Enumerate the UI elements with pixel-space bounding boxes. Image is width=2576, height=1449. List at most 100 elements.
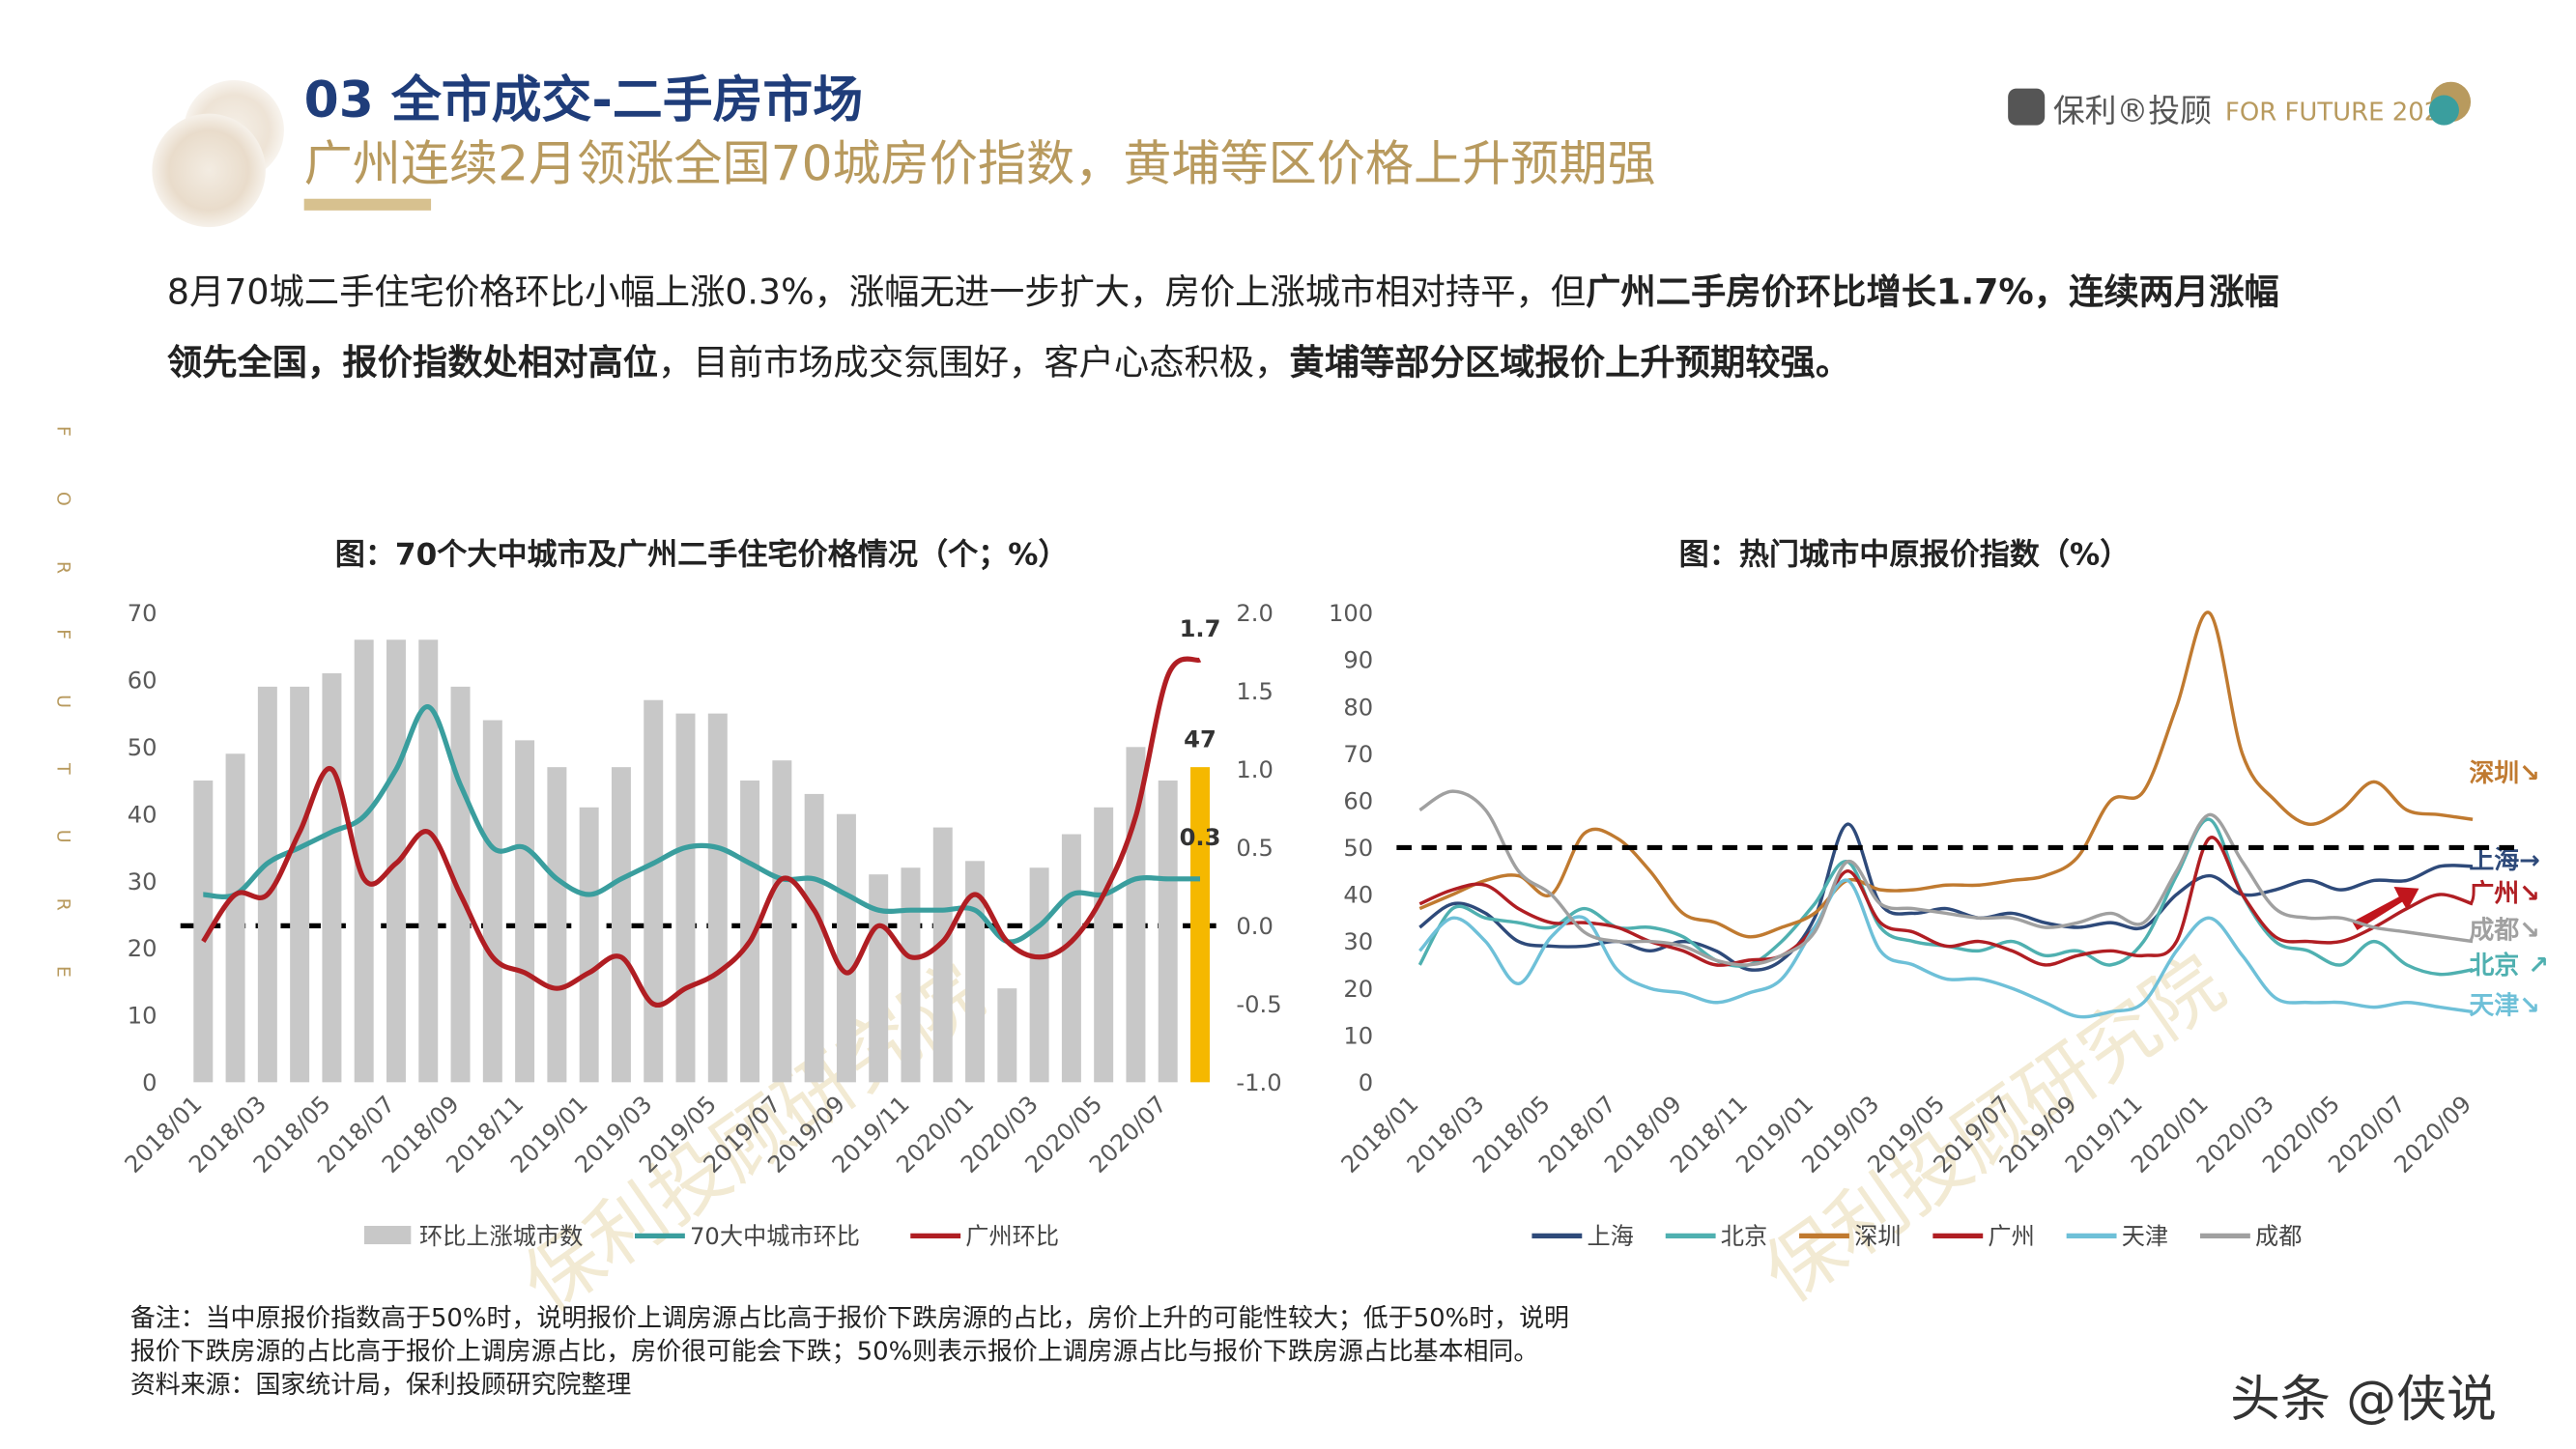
y-tick-label: 70 xyxy=(128,600,157,627)
bar xyxy=(290,686,310,1083)
bar xyxy=(515,740,535,1083)
title-underline xyxy=(303,198,432,211)
y-tick-label: 80 xyxy=(1343,694,1373,721)
end-label: 上海→ xyxy=(2469,846,2540,875)
summary-segment: 广州二手房价环比增长1.7%，连续两月涨幅 xyxy=(1586,271,2279,313)
y-tick-label: 10 xyxy=(128,1003,157,1030)
end-label: 天津↘ xyxy=(2469,991,2540,1020)
y-tick-label: 100 xyxy=(1329,600,1373,627)
y-tick-label: 50 xyxy=(128,734,157,761)
y2-tick-label: 2.0 xyxy=(1236,600,1273,627)
bar xyxy=(644,699,664,1083)
legend-label: 天津 xyxy=(2122,1223,2168,1250)
note: 备注：当中原报价指数高于50%时，说明报价上调房源占比高于报价下跌房源的占比，房… xyxy=(130,1304,1569,1333)
title: 03 全市成交-二手房市场 xyxy=(304,71,863,129)
decor-circle xyxy=(152,113,266,228)
summary-segment: 黄埔等部分区域报价上升预期较强。 xyxy=(1289,341,1850,383)
bar xyxy=(997,988,1017,1083)
data-label: 1.7 xyxy=(1180,615,1221,642)
y-tick-label: 90 xyxy=(1343,647,1373,674)
y-tick-label: 40 xyxy=(128,801,157,828)
end-label: 广州↘ xyxy=(2469,880,2540,909)
end-label: 北京 ↗ xyxy=(2469,951,2549,980)
side-text: FORFUTURE xyxy=(53,426,74,1033)
y-tick-label: 0 xyxy=(1359,1069,1373,1096)
bar xyxy=(901,867,921,1083)
bar xyxy=(418,639,439,1083)
series-line xyxy=(201,656,1202,1009)
bar xyxy=(932,827,953,1083)
slogan: FOR FUTURE 2020 xyxy=(2225,98,2456,127)
bar xyxy=(579,807,599,1083)
series-line xyxy=(1418,611,2474,939)
logo-dot xyxy=(2428,95,2459,126)
bar xyxy=(322,672,342,1083)
y-tick-label: 70 xyxy=(1343,741,1373,768)
end-label: 成都↘ xyxy=(2469,917,2540,946)
series-line xyxy=(1418,878,2474,1019)
bar xyxy=(1094,807,1114,1083)
data-label: 0.3 xyxy=(1180,824,1221,851)
data-label: 47 xyxy=(1184,725,1216,753)
legend-label: 深圳 xyxy=(1854,1223,1901,1250)
legend-label: 上海 xyxy=(1587,1223,1633,1250)
legend-label: 广州 xyxy=(1988,1223,2034,1250)
series-line xyxy=(1418,836,2474,967)
bar xyxy=(707,713,728,1083)
bar xyxy=(1029,867,1049,1083)
chart-title: 图：70个大中城市及广州二手住宅价格情况（个；%） xyxy=(335,537,1069,572)
bar xyxy=(675,713,696,1083)
logo: 保利®投顾 xyxy=(2053,93,2212,129)
bar xyxy=(836,813,856,1083)
bar xyxy=(1190,767,1211,1083)
bar xyxy=(1158,781,1178,1083)
y-tick-label: 20 xyxy=(1343,976,1373,1003)
legend-label: 70大中城市环比 xyxy=(690,1223,860,1250)
y-tick-label: 50 xyxy=(1343,835,1373,862)
bar xyxy=(804,793,824,1083)
footer: 头条 @侠说 xyxy=(2230,1371,2497,1429)
y-tick-label: 30 xyxy=(128,868,157,895)
trend-arrow xyxy=(2352,887,2419,931)
bar xyxy=(257,686,277,1083)
bar xyxy=(193,781,214,1083)
y2-tick-label: 0.0 xyxy=(1236,913,1273,940)
y-tick-label: 60 xyxy=(1343,787,1373,814)
bar xyxy=(547,767,567,1083)
y2-tick-label: -1.0 xyxy=(1236,1069,1281,1096)
y-tick-label: 40 xyxy=(1343,882,1373,909)
summary-segment: 8月70城二手住宅价格环比小幅上涨0.3%，涨幅无进一步扩大，房价上涨城市相对持… xyxy=(167,271,1586,313)
subtitle: 广州连续2月领涨全国70城房价指数，黄埔等区价格上升预期强 xyxy=(304,135,1656,192)
summary-segment: ，目前市场成交氛围好，客户心态积极， xyxy=(658,341,1289,383)
bar xyxy=(740,781,760,1083)
bar xyxy=(1061,834,1081,1083)
bar xyxy=(482,720,502,1083)
legend-label: 环比上涨城市数 xyxy=(419,1223,583,1250)
y2-tick-label: 1.5 xyxy=(1236,678,1273,705)
chart-title: 图：热门城市中原报价指数（%） xyxy=(1679,537,2131,572)
series-line xyxy=(203,704,1201,945)
bar xyxy=(611,767,631,1083)
note: 资料来源：国家统计局，保利投顾研究院整理 xyxy=(130,1371,632,1400)
legend-swatch xyxy=(363,1226,412,1245)
y-tick-label: 20 xyxy=(128,935,157,962)
series-line xyxy=(1418,822,2474,972)
legend-label: 北京 xyxy=(1721,1223,1767,1250)
legend-label: 成都 xyxy=(2255,1223,2302,1250)
logo-icon xyxy=(2008,88,2046,126)
summary-line: 领先全国，报价指数处相对高位，目前市场成交氛围好，客户心态积极，黄埔等部分区域报… xyxy=(167,341,1850,383)
y-tick-label: 60 xyxy=(128,668,157,695)
note: 报价下跌房源的占比高于报价上调房源占比，房价很可能会下跌；50%则表示报价上调房… xyxy=(130,1337,1538,1366)
legend-label: 广州环比 xyxy=(965,1223,1059,1250)
y-tick-label: 30 xyxy=(1343,928,1373,955)
bar xyxy=(354,639,374,1083)
summary-segment: 领先全国，报价指数处相对高位 xyxy=(167,341,658,383)
bar xyxy=(450,686,471,1083)
y-tick-label: 10 xyxy=(1343,1022,1373,1049)
end-label: 深圳↘ xyxy=(2469,759,2540,788)
y-tick-label: 0 xyxy=(142,1069,157,1096)
summary-line: 8月70城二手住宅价格环比小幅上涨0.3%，涨幅无进一步扩大，房价上涨城市相对持… xyxy=(167,271,2279,313)
series-line xyxy=(1418,789,2474,967)
